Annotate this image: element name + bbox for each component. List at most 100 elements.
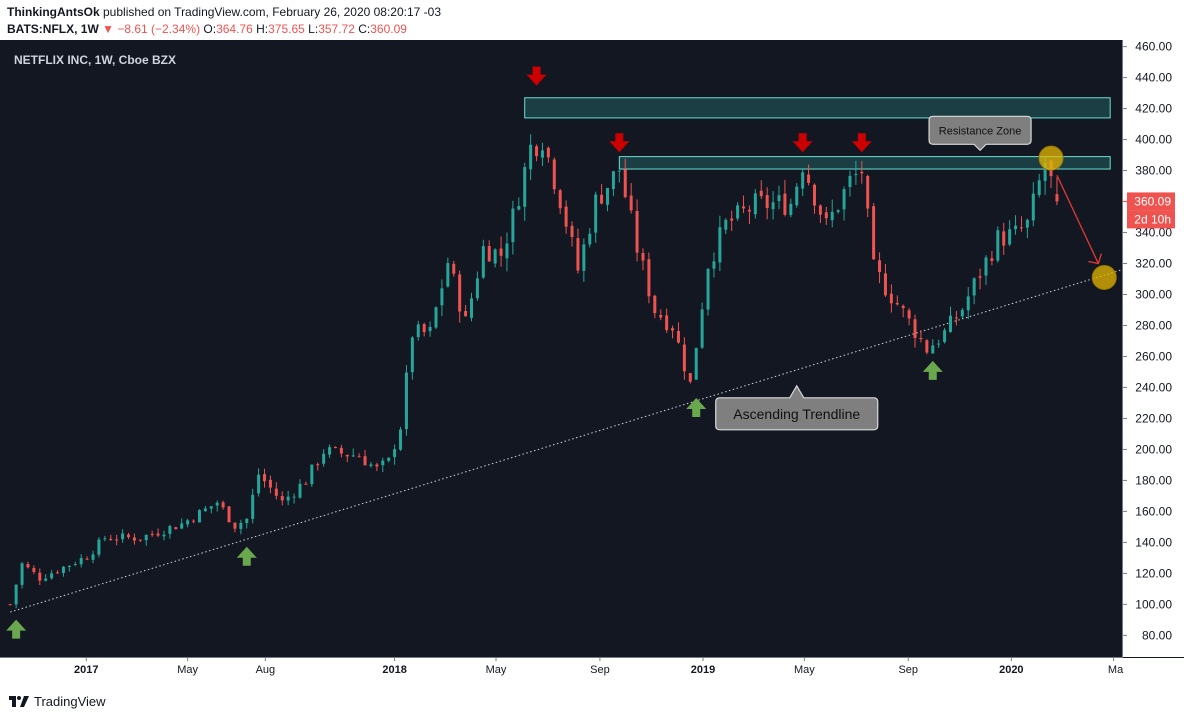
candle-body [895, 303, 899, 305]
x-tick-label: May [486, 664, 507, 676]
candle-body [85, 558, 89, 560]
candle-body [268, 479, 272, 488]
candle-body [943, 330, 947, 342]
candle-body [730, 218, 734, 221]
candle-body [150, 534, 154, 536]
candle-body [582, 244, 586, 271]
candle-body [339, 447, 343, 454]
candle-body [736, 205, 740, 219]
candle-body [925, 340, 929, 353]
candle-body [428, 326, 432, 332]
price-scale-background [1123, 40, 1184, 657]
time-scale-background [0, 658, 1184, 684]
candle-body [215, 502, 219, 506]
candle-body [233, 522, 237, 529]
resistance-zone [618, 156, 1111, 170]
candle-body [144, 534, 148, 541]
ascending-trendline-callout: Ascending Trendline [715, 384, 879, 431]
candle-body [458, 274, 462, 312]
candle-body [901, 305, 905, 309]
candle-body [446, 263, 450, 287]
close-label: C: [358, 22, 371, 36]
candle-body [659, 314, 663, 318]
chart-header: ThinkingAntsOk published on TradingView.… [0, 0, 1184, 40]
last-price-value: 360.09 [1134, 194, 1171, 208]
symbol-label: BATS:NFLX, 1W [7, 22, 99, 36]
y-tick-label: 180.00 [1135, 473, 1172, 487]
y-tick-label: 280.00 [1135, 318, 1172, 332]
countdown-value: 2d 10h [1134, 212, 1171, 226]
candle-body [517, 206, 521, 210]
y-tick-label: 100.00 [1135, 597, 1172, 611]
price-chart[interactable]: 460.00440.00420.00400.00380.00360.00340.… [0, 40, 1184, 684]
candle-body [434, 307, 438, 328]
candle-body [1025, 219, 1029, 228]
candle-body [192, 520, 196, 522]
chart-background [0, 40, 1184, 684]
y-tick-label: 220.00 [1135, 411, 1172, 425]
candle-body [14, 584, 18, 605]
candle-body [883, 273, 887, 296]
y-tick-label: 240.00 [1135, 380, 1172, 394]
candle-body [783, 193, 787, 215]
chart-title: NETFLIX INC, 1W, Cboe BZX [14, 53, 176, 67]
candle-body [469, 298, 473, 318]
candle-body [878, 260, 882, 273]
candle-body [50, 573, 54, 579]
green-up-arrow-icon [686, 398, 707, 418]
x-tick-label: 2018 [382, 664, 406, 676]
candle-body [493, 249, 497, 264]
candle-body [712, 261, 716, 269]
y-tick-label: 300.00 [1135, 288, 1172, 302]
candle-body [866, 175, 870, 209]
ascending-trendline [10, 269, 1123, 613]
candle-body [984, 257, 988, 276]
candle-body [907, 310, 911, 319]
resistance-zone-callout-text: Resistance Zone [939, 125, 1022, 137]
y-tick-label: 380.00 [1135, 164, 1172, 178]
candle-body [121, 533, 125, 540]
candle-body [742, 206, 746, 209]
candle-body [156, 533, 160, 536]
x-tick-label: May [177, 664, 198, 676]
tradingview-brand[interactable]: TradingView [34, 694, 106, 709]
last-price-badge [1127, 192, 1175, 211]
candle-body [369, 464, 373, 466]
footer-bar: TradingView [0, 684, 1184, 719]
candle-body [623, 169, 627, 198]
candle-body [606, 187, 610, 205]
candle-body [747, 209, 751, 212]
countdown-badge [1127, 210, 1175, 229]
candle-body [487, 246, 491, 262]
candle-body [464, 310, 468, 317]
candle-body [931, 345, 935, 354]
candle-body [286, 496, 290, 501]
candle-body [245, 518, 249, 524]
candle-body [56, 572, 60, 574]
candle-body [197, 510, 201, 523]
candle-body [688, 373, 692, 382]
author-name[interactable]: ThinkingAntsOk [7, 5, 100, 19]
x-tick-label: Aug [256, 664, 276, 676]
candle-body [440, 288, 444, 306]
candle-body [310, 464, 314, 485]
candle-body [830, 211, 834, 221]
candle-body [807, 174, 811, 183]
y-tick-label: 260.00 [1135, 349, 1172, 363]
candle-body [375, 464, 379, 467]
x-tick-label: Sep [898, 664, 918, 676]
candle-body [978, 276, 982, 278]
candle-body [322, 453, 326, 464]
candle-body [966, 296, 970, 311]
candle-body [611, 171, 615, 189]
y-tick-label: 440.00 [1135, 71, 1172, 85]
candle-body [345, 454, 349, 457]
candle-body [789, 203, 793, 216]
target-circle [1091, 264, 1117, 290]
candle-body [97, 539, 101, 555]
candle-body [558, 190, 562, 209]
red-down-arrow-icon [526, 66, 547, 86]
x-tick-label: Ma [1108, 664, 1124, 676]
candle-body [576, 238, 580, 271]
candle-body [854, 174, 858, 176]
